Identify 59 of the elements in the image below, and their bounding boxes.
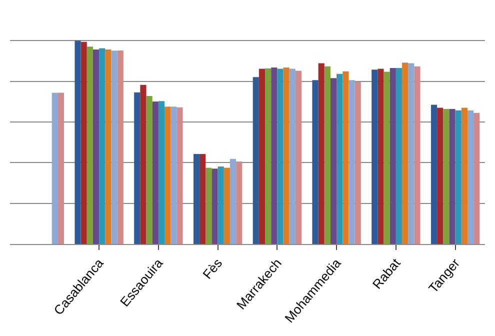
bar: [430, 104, 438, 244]
bar: [443, 109, 450, 244]
bar: [449, 109, 456, 244]
bar: [408, 63, 414, 244]
bar: [277, 68, 284, 244]
bar: [152, 101, 158, 244]
bar: [105, 49, 112, 244]
bar: [348, 80, 355, 244]
bar: [414, 66, 420, 244]
bar: [86, 46, 93, 244]
bar: [58, 92, 64, 244]
bar: [402, 62, 408, 244]
bar: [99, 48, 106, 244]
bar: [146, 96, 152, 244]
x-tick-label: Fès: [200, 255, 226, 282]
bar: [467, 110, 474, 244]
bar: [312, 80, 318, 244]
bar: [117, 50, 124, 244]
bar: [289, 68, 296, 244]
bar: [283, 68, 290, 244]
bar: [295, 70, 302, 244]
bar: [390, 68, 396, 244]
bar: [378, 68, 384, 244]
bar: [265, 68, 272, 244]
bar: [170, 106, 177, 244]
bar: [206, 168, 212, 244]
bar: [336, 74, 343, 244]
bar: [140, 84, 146, 244]
bar: [230, 158, 236, 244]
bar: [212, 168, 218, 244]
bar: [80, 42, 87, 244]
bar: [200, 154, 206, 244]
bar: [236, 161, 242, 244]
bar: [92, 49, 100, 244]
bar: [318, 63, 324, 244]
bar: [74, 40, 81, 244]
bar: [193, 154, 200, 244]
bar: [396, 68, 402, 244]
bar: [342, 71, 349, 244]
bar: [218, 166, 224, 244]
bar: [330, 78, 337, 244]
bar: [111, 50, 118, 244]
bar: [455, 110, 462, 244]
bar: [252, 77, 259, 244]
bar: [384, 72, 390, 244]
bar: [224, 168, 230, 244]
bar: [164, 106, 171, 244]
bar: [271, 68, 278, 244]
bar: [158, 101, 165, 244]
bar: [176, 107, 183, 244]
bar: [372, 70, 378, 244]
bar: [474, 112, 480, 244]
bar: [354, 82, 361, 244]
bar: [461, 108, 468, 244]
bar: [437, 108, 444, 244]
bar: [258, 68, 266, 244]
bar: [52, 92, 58, 244]
bar: [134, 92, 140, 244]
bar: [324, 66, 330, 244]
